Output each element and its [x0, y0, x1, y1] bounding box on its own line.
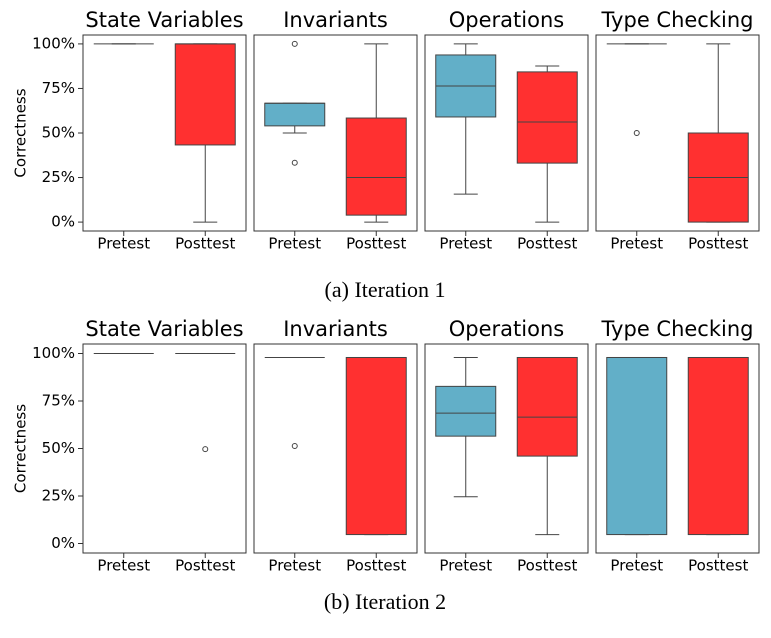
x-tick-label: Pretest — [268, 557, 321, 575]
axes-frame — [253, 343, 418, 554]
panel-title: Type Checking — [601, 8, 754, 32]
panel-title: Operations — [449, 317, 564, 341]
outlier — [633, 130, 640, 136]
box — [435, 385, 497, 437]
outlier — [202, 446, 209, 453]
y-axis-label: Correctness — [12, 88, 30, 177]
x-tick-label: Posttest — [175, 557, 235, 575]
axes-frame — [424, 343, 589, 554]
panel-title: Operations — [449, 8, 564, 32]
axes-frame — [82, 343, 247, 554]
y-axis-label: Correctness — [12, 404, 30, 493]
y-tick-label: 75% — [42, 392, 75, 410]
y-tick-label: 75% — [42, 79, 75, 97]
box — [516, 356, 578, 457]
x-tick-label: Pretest — [97, 235, 150, 253]
x-tick-label: Posttest — [688, 235, 748, 253]
x-tick-label: Posttest — [346, 557, 406, 575]
panel-title: Invariants — [283, 317, 388, 341]
box — [606, 356, 668, 536]
caption: (a) Iteration 1 — [325, 277, 446, 302]
y-tick-label: 100% — [32, 344, 75, 362]
box — [174, 43, 236, 146]
y-tick-label: 100% — [32, 34, 75, 52]
x-tick-label: Posttest — [346, 235, 406, 253]
outlier — [291, 159, 298, 166]
caption: (b) Iteration 2 — [324, 589, 446, 614]
y-tick-label: 0% — [51, 534, 75, 552]
panel-title: State Variables — [85, 317, 243, 341]
box — [345, 356, 407, 536]
y-tick-label: 50% — [42, 124, 75, 142]
x-tick-label: Posttest — [175, 235, 235, 253]
x-tick-label: Pretest — [610, 557, 663, 575]
outlier — [291, 40, 298, 47]
y-tick-label: 25% — [42, 487, 75, 505]
x-tick-label: Posttest — [688, 557, 748, 575]
y-tick-label: 0% — [51, 213, 75, 231]
panel-title: Type Checking — [601, 317, 754, 341]
axes-frame — [253, 34, 418, 232]
x-tick-label: Pretest — [439, 235, 492, 253]
x-tick-label: Posttest — [517, 235, 577, 253]
box — [516, 71, 578, 164]
outlier — [291, 443, 298, 450]
box — [264, 102, 326, 127]
panel-title: State Variables — [85, 8, 243, 32]
axes-frame — [595, 34, 760, 232]
box — [687, 356, 749, 536]
panel-title: Invariants — [283, 8, 388, 32]
x-tick-label: Pretest — [268, 235, 321, 253]
x-tick-label: Pretest — [610, 235, 663, 253]
y-tick-label: 25% — [42, 168, 75, 186]
x-tick-label: Pretest — [97, 557, 150, 575]
y-tick-label: 50% — [42, 439, 75, 457]
box — [345, 117, 407, 216]
axes-frame — [595, 343, 760, 554]
x-tick-label: Pretest — [439, 557, 492, 575]
axes-frame — [424, 34, 589, 232]
x-tick-label: Posttest — [517, 557, 577, 575]
